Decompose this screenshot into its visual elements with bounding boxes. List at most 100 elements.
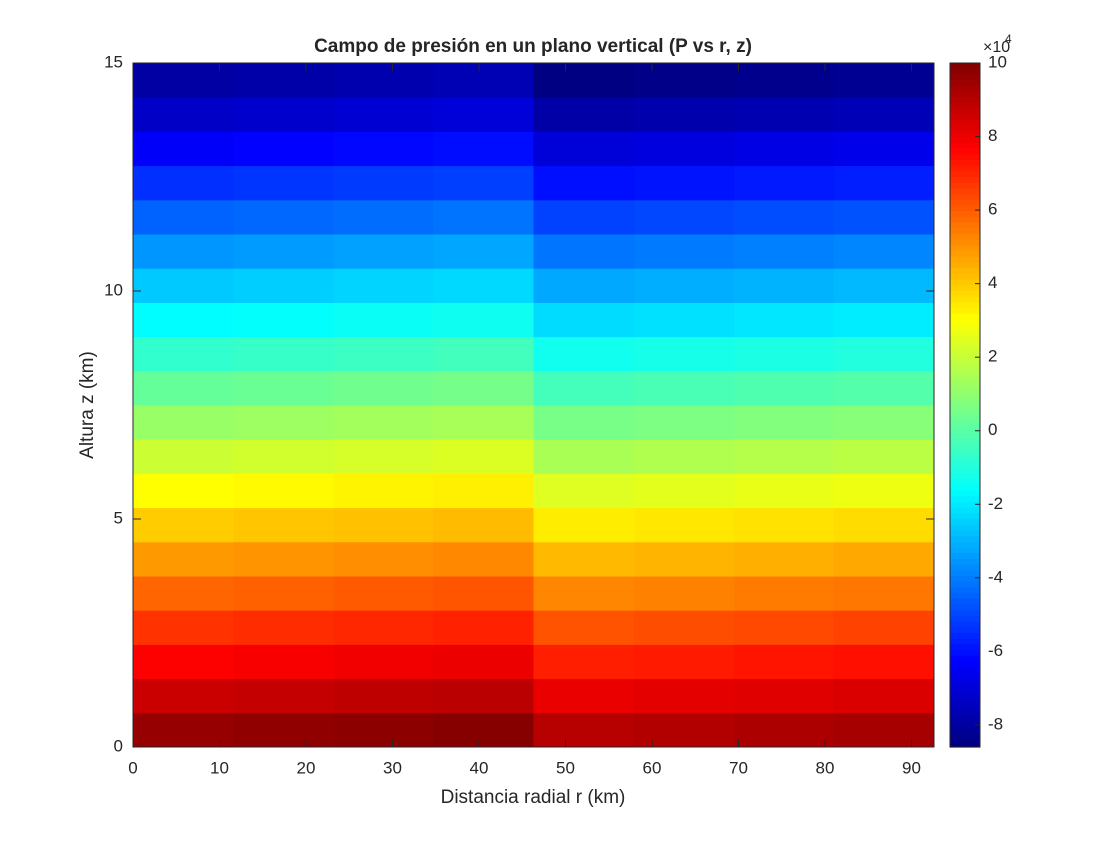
colorbar-segment (950, 633, 980, 640)
heatmap-cell (734, 165, 835, 201)
heatmap-cell (734, 131, 835, 167)
heatmap-cell (233, 405, 335, 440)
x-tick-label: 0 (128, 758, 137, 777)
colorbar-segment (950, 473, 980, 480)
heatmap-cell (833, 473, 935, 509)
y-tick-label: 0 (114, 736, 123, 755)
heatmap-cell (133, 199, 234, 235)
heatmap-cell (833, 97, 935, 132)
colorbar-segment (950, 661, 980, 668)
colorbar-segment (950, 393, 980, 400)
x-axis-label: Distancia radial r (km) (441, 787, 626, 808)
heatmap-cell (533, 199, 635, 235)
x-tick-label: 40 (470, 758, 489, 777)
colorbar-segment (950, 484, 980, 492)
colorbar-segment (950, 308, 980, 315)
heatmap-cell (633, 302, 735, 338)
heatmap-cell (833, 405, 935, 440)
heatmap-cell (533, 405, 635, 440)
colorbar-segment (950, 74, 980, 81)
colorbar-segment (950, 131, 980, 138)
heatmap-cell (433, 610, 534, 645)
colorbar-tick-label: -6 (988, 641, 1003, 660)
x-tick-label: 80 (816, 758, 835, 777)
colorbar-segment (950, 547, 980, 554)
colorbar-segment (950, 114, 980, 121)
colorbar-segment (950, 501, 980, 509)
heatmap-cell (333, 336, 434, 372)
heatmap-cell (433, 336, 534, 372)
heatmap-cell (833, 610, 935, 645)
heatmap-cell (633, 439, 735, 474)
heatmap-cell (833, 199, 935, 235)
heatmap-cell (633, 63, 735, 98)
heatmap-cell (433, 405, 534, 440)
colorbar-segment (950, 285, 980, 292)
heatmap-cell (633, 644, 735, 680)
x-tick-label: 10 (210, 758, 229, 777)
colorbar-segment (950, 490, 980, 497)
heatmap-cell (233, 644, 335, 680)
heatmap-cell (533, 439, 635, 474)
heatmap-cell (633, 610, 735, 645)
colorbar-segment (950, 558, 980, 566)
heatmap-cell (533, 131, 635, 167)
colorbar-segment (950, 621, 980, 628)
colorbar-segment (950, 530, 980, 537)
heatmap-cell (233, 439, 335, 474)
heatmap-cell (333, 234, 434, 269)
chart-title: Campo de presión en un plano vertical (P… (314, 36, 752, 57)
colorbar-segment (950, 707, 980, 714)
heatmap-cell (433, 234, 534, 269)
heatmap-cell (533, 302, 635, 338)
heatmap-cell (433, 268, 534, 303)
heatmap-cell (533, 576, 635, 611)
heatmap-cell (734, 336, 835, 372)
colorbar-segment (950, 102, 980, 110)
colorbar-segment (950, 439, 980, 446)
heatmap-cell (734, 507, 835, 543)
heatmap-cell (734, 63, 835, 98)
heatmap-cell (233, 97, 335, 132)
heatmap-cell (333, 610, 434, 645)
colorbar-segment (950, 519, 980, 526)
heatmap-cell (833, 678, 935, 714)
colorbar-segment (950, 416, 980, 423)
heatmap-cell (333, 131, 434, 167)
colorbar-segment (950, 291, 980, 298)
heatmap-cell (133, 131, 234, 167)
colorbar-tick-label: 6 (988, 200, 997, 219)
y-axis-label: Altura z (km) (77, 351, 98, 459)
heatmap-cell (833, 63, 935, 98)
colorbar-segment (950, 234, 980, 241)
colorbar-segment (950, 382, 980, 389)
heatmap-cell (833, 131, 935, 167)
heatmap-cell (133, 576, 234, 611)
colorbar-segment (950, 735, 980, 742)
heatmap-cell (533, 97, 635, 132)
heatmap-cell (633, 712, 735, 748)
colorbar-tick-label: -2 (988, 494, 1003, 513)
heatmap-cell (633, 165, 735, 201)
heatmap-cell (833, 507, 935, 543)
heatmap-cell (533, 268, 635, 303)
heatmap-cell (734, 370, 835, 406)
colorbar-segment (950, 325, 980, 332)
colorbar-segment (950, 211, 980, 218)
colorbar-segment (950, 194, 980, 201)
heatmap-cell (233, 678, 335, 714)
colorbar-segment (950, 279, 980, 286)
colorbar-segment (950, 422, 980, 429)
colorbar-segment (950, 433, 980, 440)
colorbar-exponent: 4 (1005, 32, 1012, 46)
heatmap-cell (533, 610, 635, 645)
y-tick-label: 10 (104, 280, 123, 299)
colorbar-segment (950, 729, 980, 737)
heatmap-cell (833, 302, 935, 338)
colorbar-segment (950, 496, 980, 503)
colorbar-segment (950, 159, 980, 167)
colorbar-segment (950, 690, 980, 697)
colorbar-segment (950, 142, 980, 150)
colorbar-segment (950, 273, 980, 281)
